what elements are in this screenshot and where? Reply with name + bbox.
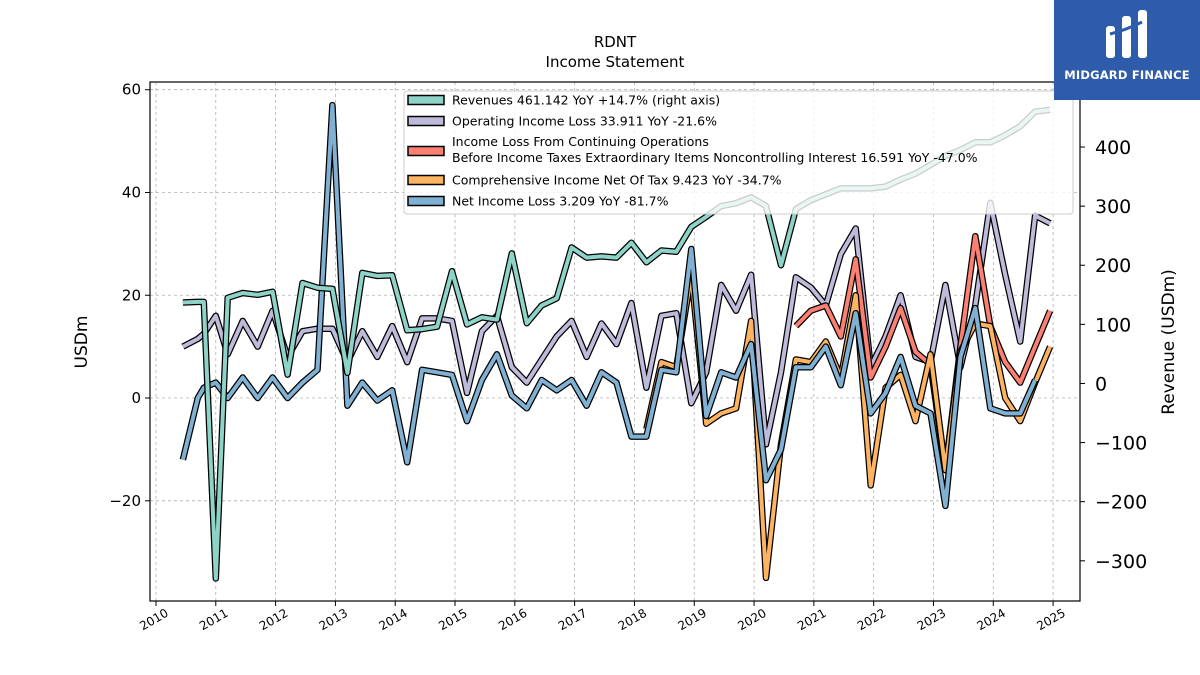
legend-box: [403, 90, 1074, 215]
y-axis-label-left: USDm: [72, 316, 92, 369]
x-tick-label: 2018: [616, 606, 649, 633]
x-tick-label: 2017: [556, 606, 589, 633]
x-tick-label: 2016: [496, 606, 529, 633]
legend-label: Comprehensive Income Net Of Tax 9.423 Yo…: [452, 173, 782, 188]
x-tick-label: 2023: [915, 606, 948, 633]
legend-swatch: [407, 115, 445, 127]
y-axis-label-right: Revenue (USDm): [1159, 269, 1179, 415]
x-tick-label: 2014: [376, 606, 409, 633]
y-tick-label-left: 20: [122, 286, 141, 304]
y-tick-label-right: 300: [1095, 196, 1131, 218]
y-tick-label-right: −200: [1095, 492, 1147, 514]
legend-label: Before Income Taxes Extraordinary Items …: [452, 150, 978, 165]
legend-label: Revenues 461.142 YoY +14.7% (right axis): [452, 93, 720, 108]
series-line-2: [181, 200, 1052, 447]
legend-swatch: [407, 145, 445, 157]
y-tick-label-right: 0: [1095, 373, 1107, 395]
legend-label: Net Income Loss 3.209 YoY -81.7%: [452, 194, 669, 209]
x-tick-label: 2020: [735, 606, 768, 633]
midgard-logo-icon: [1106, 10, 1147, 58]
x-tick-label: 2019: [676, 606, 709, 633]
y-tick-label-left: 40: [122, 183, 141, 201]
x-tick-label: 2024: [975, 606, 1008, 633]
x-tick-label: 2011: [197, 606, 230, 633]
brand-logo: MIDGARD FINANCE: [1054, 0, 1200, 100]
y-tick-label-right: −100: [1095, 433, 1147, 455]
y-tick-label-left: −20: [109, 492, 141, 510]
plot-frame: [149, 81, 1081, 602]
legend-swatch: [407, 94, 445, 106]
x-tick-label: 2013: [317, 606, 350, 633]
brand-name: MIDGARD FINANCE: [1064, 68, 1190, 82]
legend-label: Operating Income Loss 33.911 YoY -21.6%: [452, 114, 717, 129]
legend-swatch: [407, 174, 445, 186]
y-tick-label-right: 200: [1095, 255, 1131, 277]
y-tick-label-right: 400: [1095, 137, 1131, 159]
x-tick-label: 2015: [436, 606, 469, 633]
legend-swatch: [407, 195, 445, 207]
legend: Revenues 461.142 YoY +14.7% (right axis)…: [403, 90, 1074, 215]
x-tick-label: 2025: [1034, 606, 1067, 633]
series-line-5: [180, 103, 1037, 508]
x-tick-label: 2021: [795, 606, 828, 633]
legend-label: Income Loss From Continuing Operations: [452, 134, 709, 149]
x-tick-label: 2010: [137, 606, 170, 633]
chart-subtitle: Income Statement: [546, 53, 685, 71]
y-tick-label-right: 100: [1095, 314, 1131, 336]
x-tick-label: 2022: [855, 606, 888, 633]
plot-lines: [179, 101, 1054, 582]
series-line-3: [794, 234, 1052, 472]
chart-title: RDNT: [594, 33, 637, 51]
y-tick-label-left: 60: [122, 81, 141, 99]
y-tick-label-left: 0: [131, 389, 141, 407]
x-tick-label: 2012: [257, 606, 290, 633]
y-tick-label-right: −300: [1095, 551, 1147, 573]
